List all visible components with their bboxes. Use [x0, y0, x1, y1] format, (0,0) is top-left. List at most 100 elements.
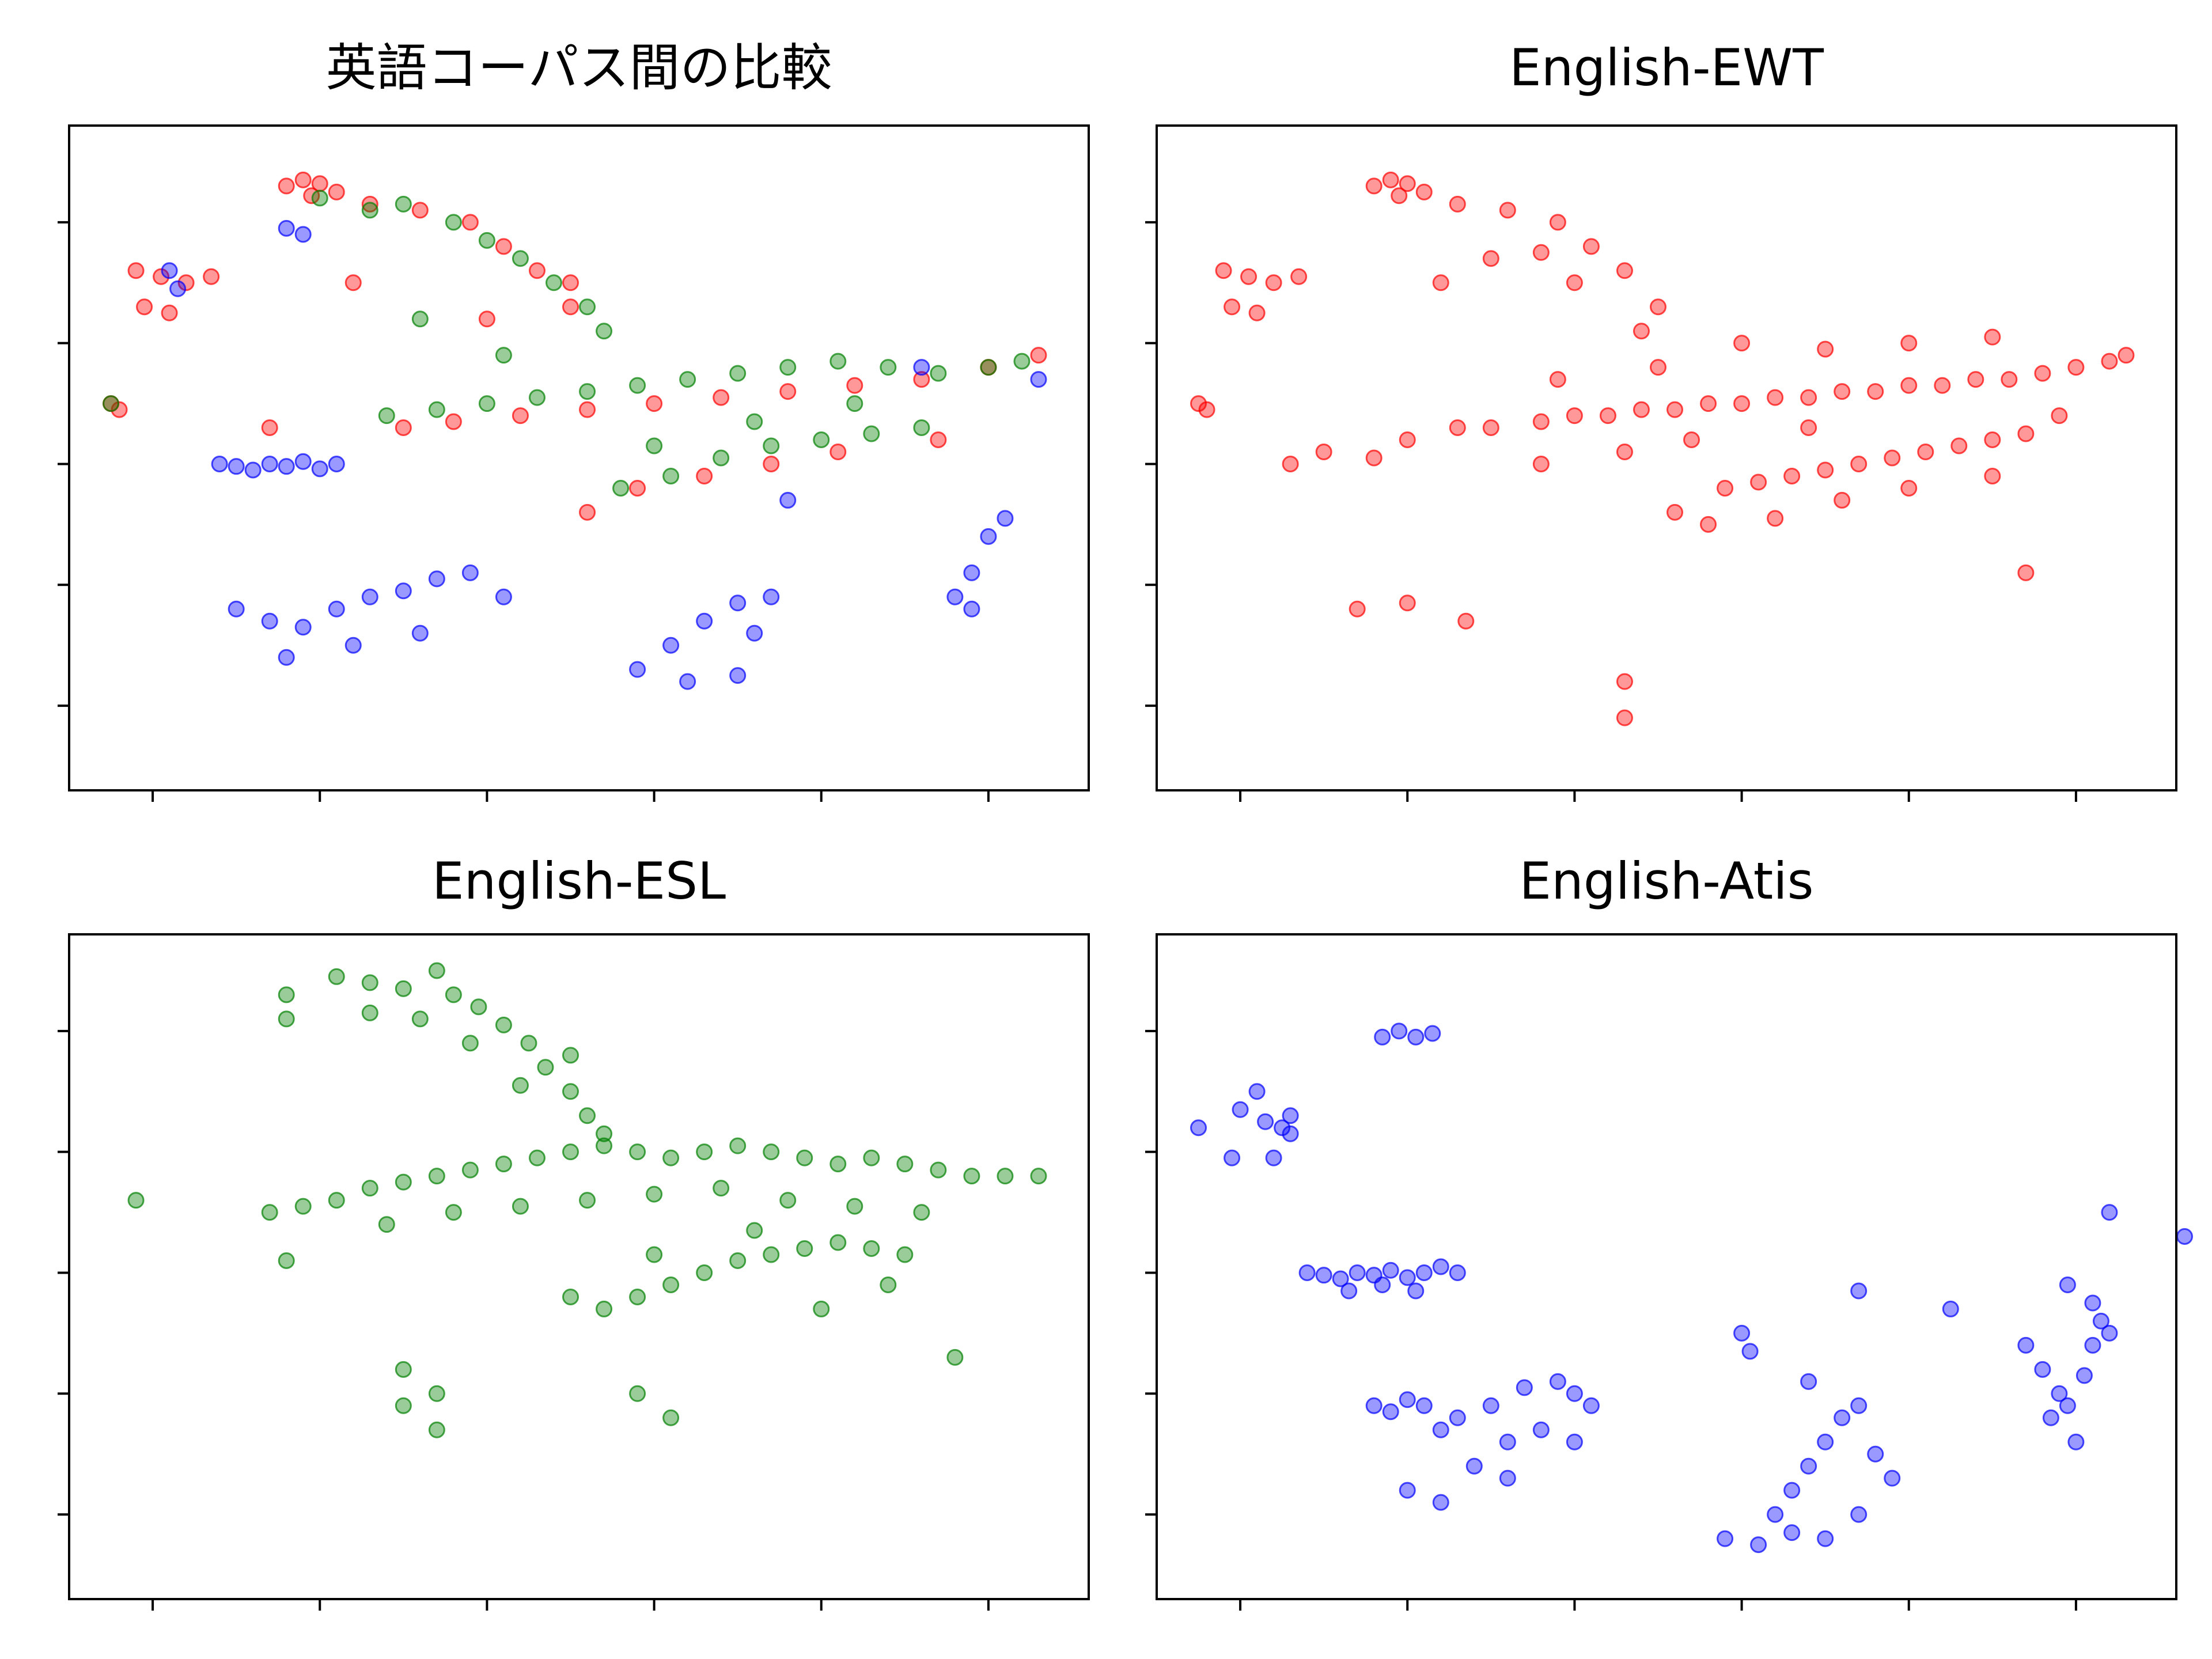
- scatter-point: [1282, 1107, 1299, 1124]
- scatter-point: [913, 371, 930, 388]
- scatter-point: [294, 619, 312, 636]
- scatter-point: [1942, 1300, 1959, 1317]
- scatter-point: [1733, 335, 1751, 352]
- scatter-point: [203, 268, 220, 285]
- scatter-point: [2092, 1312, 2109, 1330]
- scatter-point: [1449, 1264, 1466, 1281]
- scatter-point: [211, 455, 228, 472]
- scatter-point: [545, 274, 562, 291]
- scatter-point: [830, 1156, 847, 1173]
- scatter-point: [1013, 353, 1031, 370]
- scatter-point: [512, 407, 529, 425]
- title-combined: 英語コーパス間の比較: [325, 38, 832, 97]
- scatter-point: [478, 395, 495, 412]
- points-english-esl: [127, 962, 1047, 1438]
- scatter-point: [729, 1252, 747, 1270]
- ticks-combined: [58, 221, 990, 802]
- scatter-point: [779, 491, 797, 509]
- scatter-point: [596, 1137, 613, 1154]
- panel-english-esl: English-ESL: [58, 851, 1090, 1611]
- scatter-point: [512, 1077, 529, 1094]
- scatter-point: [662, 467, 680, 484]
- scatter-point: [2067, 1433, 2085, 1450]
- scatter-point: [562, 1047, 579, 1064]
- scatter-point: [1499, 1469, 1516, 1487]
- scatter-point: [1282, 455, 1299, 472]
- scatter-point: [395, 980, 412, 997]
- scatter-point: [411, 624, 429, 642]
- title-english-esl: English-ESL: [432, 851, 726, 911]
- scatter-point: [1415, 1397, 1433, 1414]
- scatter-point: [662, 1409, 680, 1426]
- scatter-point: [445, 1204, 462, 1221]
- scatter-point: [1415, 1264, 1433, 1281]
- scatter-point: [2101, 353, 2118, 370]
- scatter-point: [1834, 383, 1851, 400]
- scatter-point: [1415, 183, 1433, 200]
- scatter-point: [596, 1125, 613, 1142]
- scatter-point: [946, 1349, 964, 1366]
- scatter-point: [328, 600, 345, 618]
- scatter-point: [470, 998, 487, 1016]
- scatter-point: [1549, 214, 1566, 231]
- scatter-point: [1499, 202, 1516, 219]
- scatter-point: [528, 262, 546, 279]
- scatter-point: [1783, 467, 1801, 484]
- scatter-point: [696, 1264, 713, 1281]
- scatter-point: [395, 419, 412, 437]
- scatter-point: [629, 479, 646, 497]
- scatter-point: [1649, 298, 1666, 316]
- scatter-point: [1290, 268, 1308, 285]
- scatter-point: [1800, 1457, 1817, 1475]
- scatter-point: [562, 274, 579, 291]
- scatter-point: [863, 1149, 880, 1166]
- title-english-atis: English-Atis: [1519, 851, 1813, 911]
- scatter-point: [1649, 359, 1666, 376]
- scatter-point: [1666, 503, 1684, 521]
- scatter-point: [261, 419, 278, 437]
- scatter-point: [1850, 1282, 1868, 1300]
- scatter-point: [1566, 1385, 1583, 1402]
- scatter-point: [596, 323, 613, 340]
- scatter-point: [1399, 1391, 1416, 1408]
- scatter-point: [1633, 401, 1650, 418]
- scatter-point: [445, 986, 462, 1003]
- scatter-point: [495, 1156, 512, 1173]
- scatter-point: [328, 1192, 345, 1209]
- scatter-point: [562, 1143, 579, 1161]
- scatter-point: [997, 1168, 1014, 1185]
- scatter-point: [261, 455, 278, 472]
- scatter-point: [1432, 1258, 1449, 1275]
- scatter-point: [1532, 413, 1550, 430]
- scatter-point: [2051, 1385, 2068, 1402]
- scatter-point: [729, 667, 747, 684]
- scatter-point: [1399, 175, 1416, 192]
- panel-english-ewt: English-EWT: [1145, 38, 2177, 802]
- scatter-point: [1382, 1403, 1399, 1421]
- scatter-point: [428, 1168, 445, 1185]
- scatter-point: [461, 1161, 479, 1179]
- scatter-point: [1800, 389, 1817, 406]
- scatter-point: [1767, 1506, 1784, 1523]
- scatter-point: [311, 460, 328, 478]
- scatter-point: [997, 510, 1014, 527]
- scatter-point: [746, 1222, 763, 1239]
- title-english-ewt: English-EWT: [1509, 38, 1824, 97]
- scatter-point: [579, 503, 596, 521]
- scatter-point: [1399, 431, 1416, 449]
- plot-area-english-atis: [1156, 933, 2177, 1600]
- scatter-point: [863, 1240, 880, 1257]
- scatter-point: [495, 1016, 512, 1033]
- scatter-point: [411, 202, 429, 219]
- scatter-point: [696, 1143, 713, 1161]
- scatter-point: [629, 1288, 646, 1305]
- scatter-point: [537, 1059, 554, 1076]
- scatter-point: [103, 395, 120, 412]
- scatter-point: [127, 262, 145, 279]
- scatter-point: [278, 1252, 295, 1270]
- scatter-point: [1616, 444, 1633, 461]
- scatter-point: [294, 1198, 312, 1215]
- scatter-point: [629, 1143, 646, 1161]
- scatter-point: [1717, 479, 1734, 497]
- scatter-point: [662, 1276, 680, 1293]
